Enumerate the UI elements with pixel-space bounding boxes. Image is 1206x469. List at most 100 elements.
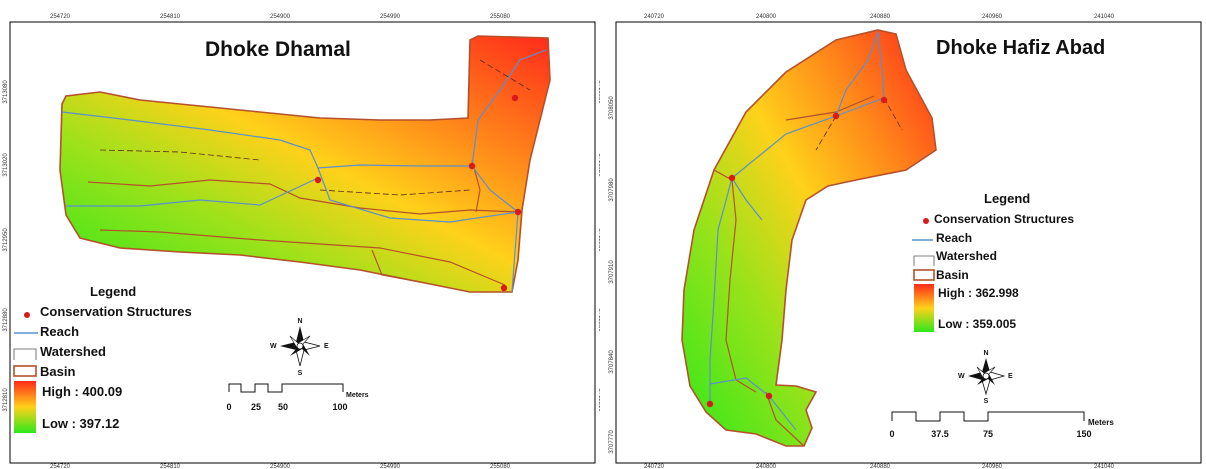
- basin-outline: [681, 29, 937, 447]
- basin-outline: [59, 35, 551, 293]
- tick-label: 240800: [756, 14, 777, 20]
- map-title: Dhoke Hafiz Abad: [936, 37, 1105, 59]
- tick-label: 3713080: [3, 80, 9, 104]
- scale-label: 50: [278, 402, 288, 412]
- reach-lines: [709, 31, 885, 431]
- conservation-point: [514, 208, 522, 216]
- conservation-point: [314, 176, 322, 184]
- tick-label: 3713020: [3, 153, 9, 177]
- conservation-structures: [314, 94, 522, 292]
- tick-label: 240960: [982, 464, 1003, 469]
- map-panel-dhoke-hafiz-abad: 240720 240800 240880 240960 241040 24072…: [606, 0, 1206, 469]
- watershed-legend-symbol: [913, 255, 935, 266]
- tick-label: 254990: [380, 464, 401, 469]
- scale-label: 37.5: [931, 429, 949, 439]
- compass-w: W: [270, 343, 277, 350]
- tick-label: 240720: [644, 464, 665, 469]
- left-tick-labels: 3708050 3707980 3707910 3707840 3707770: [609, 96, 615, 454]
- conservation-point: [728, 174, 736, 182]
- tick-label: 240880: [870, 14, 891, 20]
- compass-s: S: [298, 370, 303, 377]
- legend-low-label: Low : 359.005: [938, 317, 1016, 331]
- compass-s: S: [984, 398, 989, 405]
- scale-label: 25: [251, 402, 261, 412]
- compass-e: E: [1008, 373, 1013, 380]
- compass-n: N: [983, 350, 988, 357]
- map-svg-right: 240720 240800 240880 240960 241040 24072…: [609, 14, 1202, 469]
- scale-label: 75: [983, 429, 993, 439]
- conservation-legend-symbol: [923, 218, 929, 224]
- tick-label: 3712810: [597, 388, 600, 412]
- map-svg-left: 254720 254810 254900 254990 255080 25472…: [3, 14, 600, 469]
- legend-watershed-label: Watershed: [936, 249, 997, 263]
- legend-reach-label: Reach: [936, 231, 972, 245]
- legend-heading: Legend: [984, 191, 1030, 206]
- tick-label: 3712810: [3, 388, 9, 412]
- tick-label: 241040: [1094, 14, 1115, 20]
- elevation-surface: [682, 30, 936, 446]
- conservation-legend-symbol: [24, 312, 30, 318]
- tick-label: 3707910: [609, 260, 615, 284]
- legend: Legend Conservation Structures Reach Wat…: [13, 284, 192, 433]
- bottom-tick-labels: 240720 240800 240880 240960 241040: [644, 464, 1115, 469]
- compass-n: N: [297, 318, 302, 325]
- scale-bar: 0 25 50 100 Meters: [226, 383, 369, 412]
- tick-label: 3712950: [597, 228, 600, 252]
- legend-basin-label: Basin: [936, 268, 969, 282]
- tick-label: 254990: [380, 14, 401, 20]
- tick-label: 240800: [756, 464, 777, 469]
- basin-legend-symbol: [13, 365, 37, 377]
- tick-label: 3713080: [597, 80, 600, 104]
- legend-conservation-label: Conservation Structures: [934, 212, 1074, 226]
- tick-label: 3707840: [609, 350, 615, 374]
- tick-label: 3712950: [3, 228, 9, 252]
- tick-label: 240880: [870, 464, 891, 469]
- tick-label: 255080: [490, 464, 511, 469]
- right-tick-labels: 3713080 3713020 3712950 3712880 3712810: [597, 80, 600, 412]
- conservation-point: [500, 284, 508, 292]
- scale-label: 0: [226, 402, 231, 412]
- elevation-surface: [60, 36, 550, 292]
- legend-low-label: Low : 397.12: [42, 416, 119, 431]
- conservation-point: [468, 162, 476, 170]
- tick-label: 254810: [160, 464, 181, 469]
- tick-label: 240960: [982, 14, 1003, 20]
- legend-basin-label: Basin: [40, 364, 75, 379]
- conservation-point: [511, 94, 519, 102]
- bottom-tick-labels: 254720 254810 254900 254990 255080: [50, 464, 511, 469]
- tick-label: 240720: [644, 14, 665, 20]
- scale-unit: Meters: [1088, 418, 1114, 427]
- legend-high-label: High : 400.09: [42, 384, 122, 399]
- conservation-structures: [706, 96, 888, 408]
- compass-w: W: [958, 373, 965, 380]
- drainage-lines: [99, 59, 531, 196]
- legend: Legend Conservation Structures Reach Wat…: [912, 191, 1074, 332]
- conservation-point: [765, 392, 773, 400]
- scale-label: 150: [1076, 429, 1091, 439]
- compass-e: E: [324, 343, 329, 350]
- left-tick-labels: 3713080 3713020 3712950 3712880 3712810: [3, 80, 9, 412]
- drainage-lines: [815, 97, 903, 151]
- tick-label: 3713020: [597, 153, 600, 177]
- tick-label: 254720: [50, 14, 71, 20]
- north-arrow: N S E W: [958, 350, 1013, 405]
- elevation-ramp: [914, 284, 934, 332]
- tick-label: 255080: [490, 14, 511, 20]
- tick-label: 3707770: [609, 430, 615, 454]
- tick-label: 3712880: [597, 308, 600, 332]
- conservation-point: [832, 112, 840, 120]
- legend-conservation-label: Conservation Structures: [40, 304, 192, 319]
- top-tick-labels: 240720 240800 240880 240960 241040: [644, 14, 1115, 20]
- tick-label: 3708050: [609, 96, 615, 120]
- scale-label: 0: [889, 429, 894, 439]
- basin-legend-symbol: [913, 269, 935, 281]
- tick-label: 3712880: [3, 308, 9, 332]
- tick-label: 241040: [1094, 464, 1115, 469]
- tick-label: 254810: [160, 14, 181, 20]
- tick-label: 3707980: [609, 178, 615, 202]
- tick-label: 254900: [270, 464, 291, 469]
- conservation-point: [706, 400, 714, 408]
- elevation-ramp: [14, 381, 36, 433]
- legend-reach-label: Reach: [40, 324, 79, 339]
- reach-lines: [61, 49, 547, 293]
